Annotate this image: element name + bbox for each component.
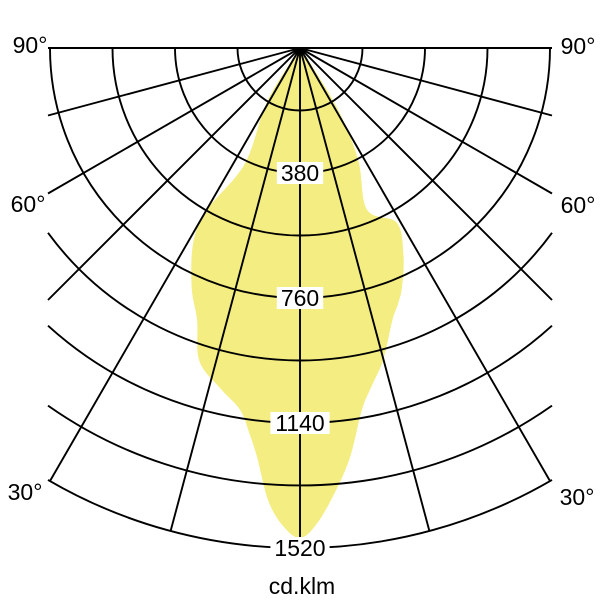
ring-label-1520: 1520 [274,535,325,561]
ring-label-1140: 1140 [275,410,324,436]
ring-label-380: 380 [281,160,319,186]
grid-radial--15deg [169,47,301,532]
angle-label-left-30deg: 30° [8,479,43,505]
ring-label-box-1140 [270,412,330,434]
ring-label-760: 760 [281,285,319,311]
grid-radial-60deg [299,47,553,195]
ring-value-labels: 380 760 1140 1520 [270,160,330,561]
grid-radial-30deg [299,47,551,482]
unit-caption: cd.klm [269,573,335,599]
ring-label-box-380 [276,162,324,184]
angle-label-left-60deg: 60° [11,191,46,217]
angle-label-right-90deg: 90° [561,33,596,59]
angle-label-left-90deg: 90° [13,32,48,58]
ring-label-box-760 [276,287,324,309]
angle-labels: 90° 90° 60° 60° 30° 30° [8,32,596,510]
angle-label-right-60deg: 60° [561,192,596,218]
grid-radial-75deg [299,47,553,117]
grid-radial-15deg [299,47,431,532]
grid-radial--45deg [47,47,301,301]
grid-radial--75deg [47,47,301,117]
angle-label-right-30deg: 30° [560,484,595,510]
grid-radial--60deg [47,47,301,195]
ring-label-box-1520 [270,537,330,559]
grid-radial--30deg [49,47,301,482]
grid-radial-45deg [299,47,553,301]
